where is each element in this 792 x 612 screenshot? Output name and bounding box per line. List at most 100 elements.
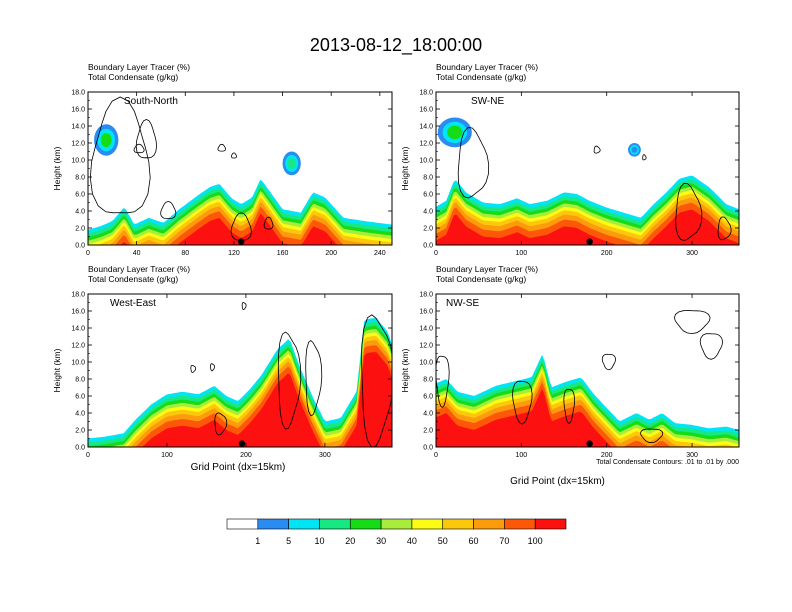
panel-label: NW-SE — [446, 298, 479, 309]
condensate-contour — [190, 364, 196, 373]
condensate-contour — [214, 412, 228, 436]
condensate-contour — [89, 96, 151, 214]
condensate-contour — [160, 201, 177, 219]
tracer-blob — [287, 158, 296, 169]
panel-nw-se: 0.0 2.0 4.0 6.0 8.0 10.0 12.0 14.0 16.0 18.0 0 100 2… — [400, 264, 740, 487]
tracer-blob — [447, 125, 463, 140]
panel-variable-2: Total Condensate (g/kg) — [88, 274, 178, 284]
y-axis-label: Height (km) — [52, 348, 62, 392]
condensate-contour — [593, 145, 601, 154]
condensate-contour — [230, 152, 237, 159]
condensate-contour — [133, 143, 145, 154]
y-tick-label: 12.0 — [419, 343, 433, 350]
figure-title: 2013-08-12_18:00:00 — [310, 35, 482, 56]
condensate-contour — [230, 212, 252, 241]
y-tick-label: 8.0 — [423, 377, 433, 384]
panel-south-north: 0.0 2.0 4.0 6.0 8.0 10.0 12.0 14.0 16.0 18.0 0 40 80… — [52, 62, 393, 257]
colorbar-label: 70 — [499, 536, 509, 546]
y-tick-label: 12.0 — [419, 141, 433, 148]
colorbar-swatch — [504, 518, 536, 530]
y-tick-label: 18.0 — [71, 90, 85, 97]
y-tick-label: 4.0 — [75, 209, 85, 216]
y-tick-label: 8.0 — [423, 175, 433, 182]
y-tick-label: 18.0 — [419, 292, 433, 299]
condensate-contour — [305, 339, 323, 417]
colorbar-label: 20 — [345, 536, 355, 546]
x-tick-label: 40 — [133, 250, 141, 257]
tracer-band — [436, 388, 739, 447]
y-tick-label: 4.0 — [423, 209, 433, 216]
colorbar-label: 5 — [286, 536, 291, 546]
x-tick-label: 80 — [181, 250, 189, 257]
y-tick-label: 0.0 — [423, 243, 433, 250]
condensate-contour — [241, 302, 247, 311]
panel-variable-2: Total Condensate (g/kg) — [436, 72, 526, 82]
y-tick-label: 8.0 — [75, 175, 85, 182]
condensate-contour — [457, 127, 490, 199]
y-tick-label: 0.0 — [75, 445, 85, 452]
x-tick-label: 300 — [686, 452, 698, 459]
colorbar-label: 1 — [255, 536, 260, 546]
tracer-band — [88, 352, 392, 447]
tracer-band — [436, 209, 739, 245]
tracer-blob — [631, 146, 638, 153]
plot-area — [436, 117, 739, 245]
panel-label: SW-NE — [471, 96, 504, 107]
panel-west-east: 0.0 2.0 4.0 6.0 8.0 10.0 12.0 14.0 16.0 18.0 0 100 2… — [52, 264, 393, 459]
colorbar-swatch — [288, 518, 320, 530]
condensate-contour — [717, 216, 732, 241]
colorbar: 1 5 10 20 30 40 50 60 70 100 — [226, 518, 567, 546]
condensate-contour — [217, 143, 227, 152]
condensate-contour — [642, 154, 647, 161]
tracer-band — [88, 340, 392, 447]
condensate-contour — [210, 363, 216, 372]
shared-x-axis-label: Grid Point (dx=15km) — [191, 462, 286, 473]
y-tick-label: 2.0 — [75, 226, 85, 233]
x-tick-label: 0 — [86, 452, 90, 459]
x-tick-label: 0 — [434, 452, 438, 459]
x-tick-label: 100 — [161, 452, 173, 459]
condensate-contour — [563, 388, 576, 425]
x-axis-label: Grid Point (dx=15km) — [510, 476, 605, 487]
colorbar-swatch — [534, 518, 567, 530]
plot-area — [436, 310, 739, 447]
x-tick-label: 160 — [277, 250, 289, 257]
y-tick-label: 6.0 — [75, 394, 85, 401]
x-tick-label: 200 — [240, 452, 252, 459]
panel-label: South-North — [124, 96, 178, 107]
y-tick-label: 16.0 — [71, 107, 85, 114]
y-tick-label: 10.0 — [419, 158, 433, 165]
y-tick-label: 16.0 — [419, 107, 433, 114]
contour-note: Total Condensate Contours: .01 to .01 by… — [596, 459, 739, 466]
y-tick-label: 18.0 — [71, 292, 85, 299]
colorbar-label: 60 — [469, 536, 479, 546]
colorbar-swatch — [349, 518, 382, 530]
x-tick-label: 120 — [228, 250, 240, 257]
colorbar-label: 50 — [438, 536, 448, 546]
condensate-contour — [277, 331, 302, 430]
colorbar-swatch — [411, 518, 444, 530]
y-tick-label: 4.0 — [423, 411, 433, 418]
x-tick-label: 0 — [86, 250, 90, 257]
y-tick-label: 14.0 — [71, 124, 85, 131]
y-tick-label: 0.0 — [423, 445, 433, 452]
y-tick-label: 16.0 — [71, 309, 85, 316]
x-tick-label: 200 — [325, 250, 337, 257]
y-tick-label: 4.0 — [75, 411, 85, 418]
colorbar-swatch — [380, 518, 413, 530]
tracer-band — [88, 213, 392, 245]
y-tick-label: 10.0 — [71, 158, 85, 165]
condensate-contour — [361, 314, 392, 447]
colorbar-swatch — [257, 518, 289, 530]
y-tick-label: 18.0 — [419, 90, 433, 97]
y-tick-label: 6.0 — [423, 394, 433, 401]
plot-area — [88, 96, 392, 245]
tracer-blob — [100, 132, 112, 148]
colorbar-swatch — [442, 518, 474, 530]
x-tick-label: 100 — [516, 250, 528, 257]
y-tick-label: 0.0 — [75, 243, 85, 250]
x-tick-label: 0 — [434, 250, 438, 257]
condensate-contour — [699, 333, 724, 360]
y-tick-label: 14.0 — [419, 326, 433, 333]
